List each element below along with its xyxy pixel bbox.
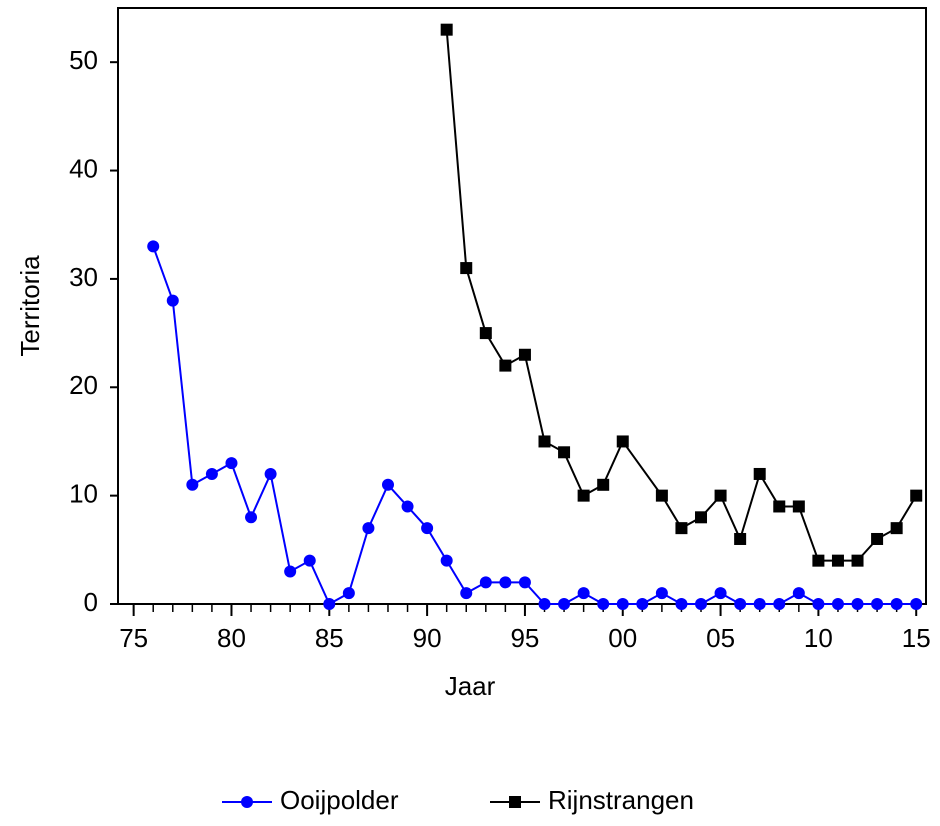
point <box>303 554 316 567</box>
y-tick-label: 50 <box>69 45 98 75</box>
point <box>871 532 884 545</box>
x-tick-label: 00 <box>608 623 637 653</box>
x-tick-label: 85 <box>315 623 344 653</box>
point <box>147 240 160 253</box>
point <box>538 598 551 610</box>
x-tick-label: 90 <box>413 623 442 653</box>
legend-label: Ooijpolder <box>280 785 399 815</box>
point <box>812 598 825 610</box>
x-tick-label: 05 <box>706 623 735 653</box>
point <box>871 598 884 610</box>
point <box>773 500 786 513</box>
y-axis-label: Territoria <box>15 255 45 357</box>
point <box>440 23 453 36</box>
y-tick-label: 20 <box>69 370 98 400</box>
point <box>831 598 844 610</box>
y-tick-label: 10 <box>69 479 98 509</box>
point <box>792 500 805 513</box>
x-tick-label: 80 <box>217 623 246 653</box>
point <box>205 467 218 480</box>
point <box>460 587 473 600</box>
point <box>714 587 727 600</box>
point <box>499 576 512 589</box>
point <box>440 554 453 567</box>
point <box>695 511 708 524</box>
point <box>890 598 903 610</box>
point <box>675 522 688 535</box>
point <box>479 327 492 340</box>
series-line <box>445 29 918 562</box>
point <box>264 467 277 480</box>
point <box>323 598 336 610</box>
point <box>851 598 864 610</box>
point <box>792 587 805 600</box>
point <box>381 478 394 491</box>
point <box>910 489 923 502</box>
point <box>342 587 355 600</box>
point <box>558 598 571 610</box>
point <box>284 565 297 578</box>
point <box>518 576 531 589</box>
point <box>831 554 844 567</box>
x-tick-label: 75 <box>119 623 148 653</box>
point <box>558 446 571 459</box>
point <box>460 262 473 275</box>
x-tick-label: 10 <box>804 623 833 653</box>
point <box>753 467 766 480</box>
point <box>812 554 825 567</box>
point <box>225 457 238 470</box>
x-axis-label: Jaar <box>445 671 496 701</box>
point <box>479 576 492 589</box>
point <box>577 587 590 600</box>
point <box>616 598 629 610</box>
point <box>538 435 551 448</box>
point <box>636 598 649 610</box>
x-tick-label: 15 <box>902 623 931 653</box>
point <box>910 598 923 610</box>
series-line <box>152 246 917 606</box>
legend-label: Rijnstrangen <box>548 785 694 815</box>
point <box>753 598 766 610</box>
point <box>518 348 531 361</box>
point <box>655 489 668 502</box>
y-tick-label: 30 <box>69 262 98 292</box>
point <box>734 532 747 545</box>
point <box>695 598 708 610</box>
point <box>597 478 610 491</box>
point <box>890 522 903 535</box>
point <box>499 359 512 372</box>
point <box>616 435 629 448</box>
point <box>186 478 199 491</box>
legend-marker <box>241 796 253 808</box>
point <box>597 598 610 610</box>
point <box>734 598 747 610</box>
point <box>421 522 434 535</box>
point <box>714 489 727 502</box>
point <box>577 489 590 502</box>
point <box>245 511 258 524</box>
point <box>655 587 668 600</box>
point <box>773 598 786 610</box>
plot-frame <box>117 7 927 605</box>
point <box>362 522 375 535</box>
point <box>166 294 179 307</box>
point <box>675 598 688 610</box>
point <box>401 500 414 513</box>
x-tick-label: 95 <box>510 623 539 653</box>
legend-marker <box>509 796 521 808</box>
y-tick-label: 40 <box>69 153 98 183</box>
y-tick-label: 0 <box>84 587 98 617</box>
point <box>851 554 864 567</box>
